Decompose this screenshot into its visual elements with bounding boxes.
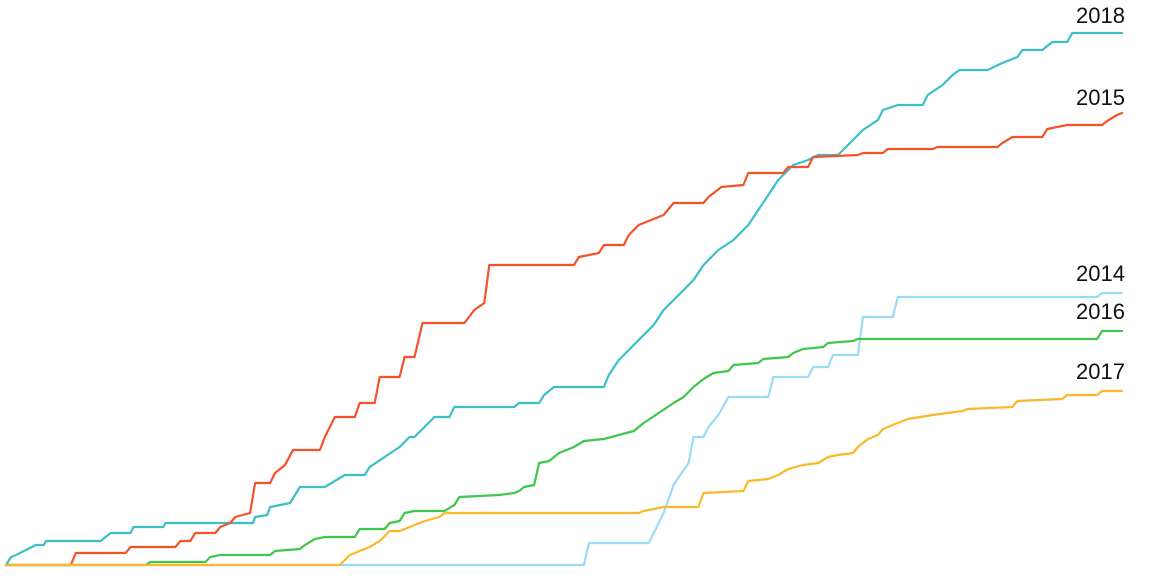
series-line-2018 <box>4 31 1124 567</box>
series-label-2016: 2016 <box>1076 299 1125 324</box>
series-line-2016 <box>4 329 1124 567</box>
series-label-2018: 2018 <box>1076 3 1125 28</box>
series-line-2015 <box>4 111 1124 567</box>
series-lines <box>4 31 1124 567</box>
series-line-2017 <box>4 389 1124 567</box>
series-line-2014 <box>4 291 1124 567</box>
series-labels: 2018 2015 2014 2016 2017 <box>1076 3 1125 384</box>
series-label-2014: 2014 <box>1076 261 1125 286</box>
series-label-2015: 2015 <box>1076 85 1125 110</box>
series-label-2017: 2017 <box>1076 359 1125 384</box>
